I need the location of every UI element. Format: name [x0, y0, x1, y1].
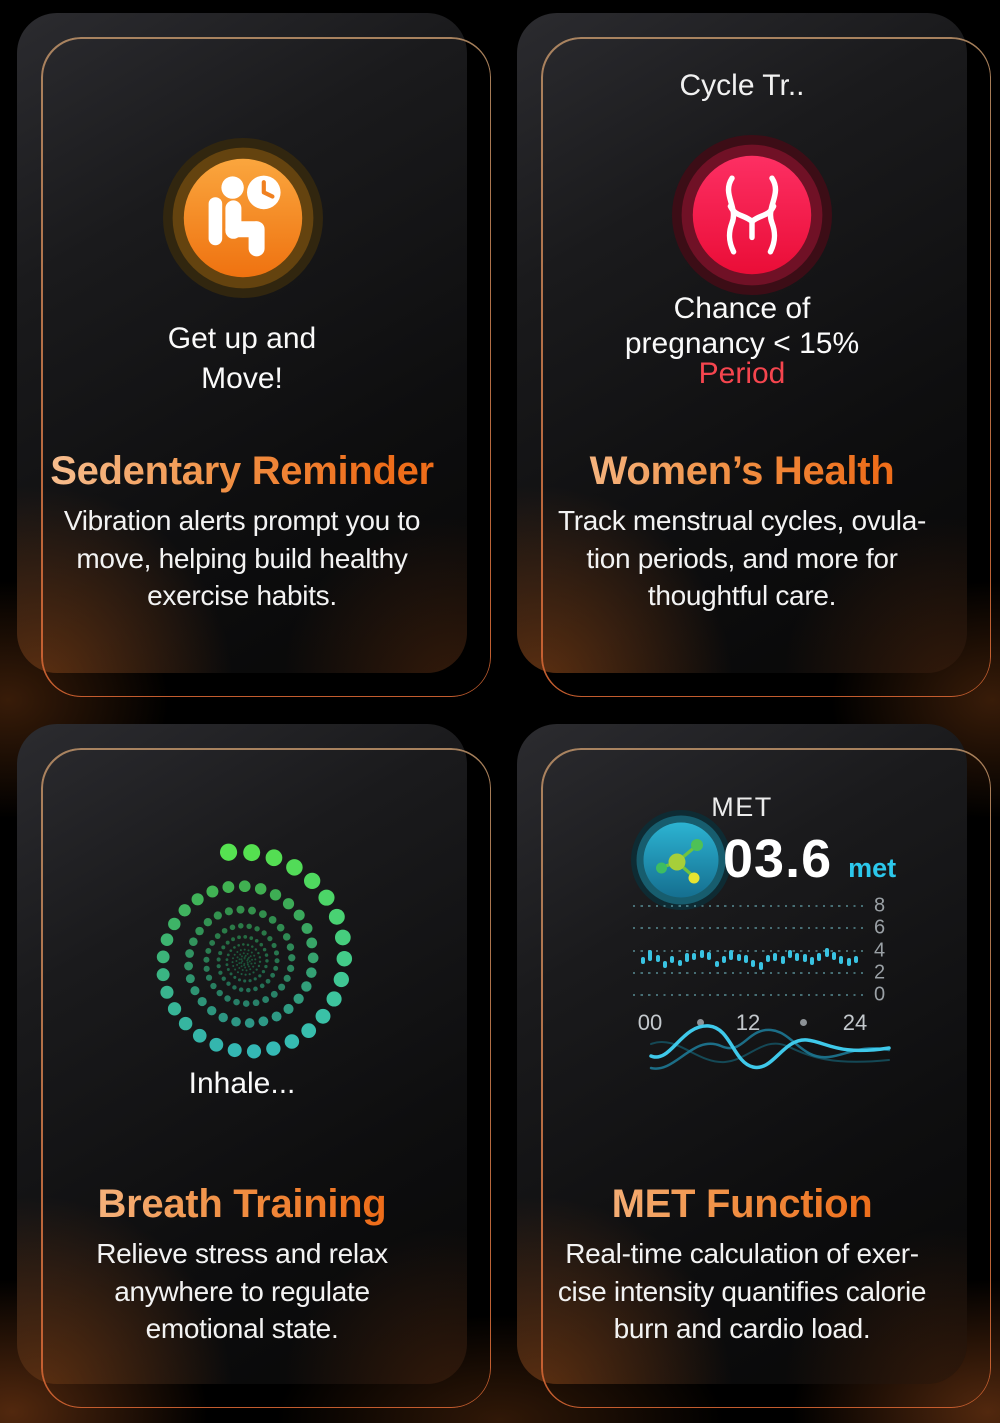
description-line: tion periods, and more for [586, 542, 898, 574]
met-bar [648, 949, 653, 961]
chart-gridline [633, 905, 866, 907]
y-axis-tick-label: 6 [874, 916, 886, 939]
y-axis-tick-label: 8 [874, 894, 886, 917]
description-line: move, helping build healthy [76, 542, 408, 574]
met-bar [692, 952, 697, 960]
chart-gridline [633, 927, 866, 930]
chart-gridline [633, 971, 866, 974]
feature-description: Real-time calculation of exer- cise inte… [527, 1235, 957, 1348]
description-line: thoughtful care. [647, 580, 837, 611]
met-bar [699, 949, 704, 959]
met-bar [846, 958, 851, 967]
met-bar [707, 951, 712, 960]
panel-sedentary-reminder: Get up and Move! Sedentary Reminder Vibr… [0, 0, 500, 711]
met-bar [743, 955, 748, 963]
description-line: burn and cardio load. [613, 1313, 871, 1344]
description-line: anywhere to regulate [114, 1275, 370, 1307]
met-bar [824, 948, 829, 958]
feature-description: Vibration alerts prompt you to move, hel… [27, 502, 457, 615]
card-breath-training: Inhale... Breath Training Relieve stress… [17, 724, 467, 1384]
watch-app-title: Cycle Tr.. [679, 69, 805, 102]
met-bar [714, 960, 719, 968]
watch-text-line: Move! [201, 362, 283, 395]
y-axis-tick-label: 2 [874, 961, 886, 984]
met-bar [685, 952, 690, 962]
met-bar [773, 952, 778, 961]
panel-breath-training: Inhale... Breath Training Relieve stress… [0, 711, 500, 1422]
feature-description: Track menstrual cycles, ovula- tion peri… [527, 502, 957, 615]
met-bar [810, 957, 815, 966]
card-womens-health: Cycle Tr.. Chance of pregnancy < 15% [517, 13, 967, 673]
met-bar [817, 952, 822, 961]
met-bar [832, 951, 837, 960]
feature-title: Women’s Health [517, 448, 967, 494]
description-line: Vibration alerts prompt you to [63, 505, 421, 536]
met-bar [758, 961, 763, 970]
watch-text-line: Get up and [167, 322, 317, 355]
met-bar [795, 952, 800, 961]
card-sedentary: Get up and Move! Sedentary Reminder Vibr… [17, 13, 467, 673]
met-bar [788, 949, 792, 959]
watch-text-line: pregnancy < 15% [624, 327, 860, 360]
met-bar [839, 956, 844, 964]
card-met-function: MET 03.6 met 8 6 4 2 0 00 12 24 [517, 724, 967, 1384]
description-line: Relieve stress and relax [96, 1238, 388, 1269]
met-bar [670, 956, 675, 963]
met-bar [780, 956, 785, 964]
chart-gridline [633, 949, 866, 952]
description-line: cise intensity quantifies calorie [557, 1275, 927, 1307]
met-bar [751, 959, 756, 968]
met-bar [663, 960, 668, 969]
met-bar [736, 953, 741, 961]
watch-screen-text: Inhale... [188, 1067, 296, 1100]
met-bar [677, 959, 682, 967]
met-wave-graph [649, 1024, 891, 1070]
feature-title: Sedentary Reminder [17, 448, 467, 494]
period-status-label: Period [698, 357, 786, 390]
sedentary-person-clock-icon [163, 138, 323, 298]
met-bar [802, 953, 807, 962]
feature-title: MET Function [517, 1181, 967, 1227]
y-axis-tick-label: 0 [874, 983, 886, 1006]
description-line: Real-time calculation of exer- [565, 1238, 919, 1269]
watch-screen-text: Chance of pregnancy < 15% [517, 291, 967, 361]
watch-text-line: Chance of [673, 292, 811, 325]
met-bar [655, 955, 660, 962]
met-bar [721, 956, 726, 963]
description-line: exercise habits. [147, 580, 337, 611]
met-bar [854, 956, 859, 963]
description-line: emotional state. [145, 1313, 339, 1344]
met-bar [641, 957, 645, 964]
y-axis-tick-label: 4 [874, 939, 886, 961]
feature-description: Relieve stress and relax anywhere to reg… [27, 1235, 457, 1348]
feature-title: Breath Training [17, 1181, 467, 1227]
watch-screen-text: Get up and Move! [17, 319, 467, 399]
chart-gridline [633, 994, 866, 996]
panel-met-function: MET 03.6 met 8 6 4 2 0 00 12 24 [500, 711, 1000, 1422]
breathing-spiral-icon [125, 839, 365, 1079]
met-bar [729, 949, 734, 960]
panel-womens-health: Cycle Tr.. Chance of pregnancy < 15% [500, 0, 1000, 711]
uterus-icon [672, 135, 832, 295]
met-bar [765, 955, 770, 962]
description-line: Track menstrual cycles, ovula- [557, 505, 927, 536]
